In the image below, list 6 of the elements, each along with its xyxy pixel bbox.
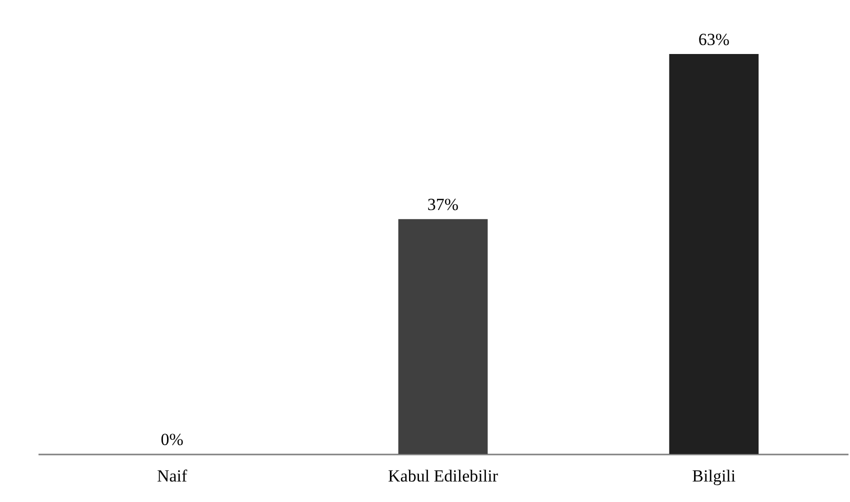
data-label: 0% <box>160 430 184 449</box>
x-tick-label: Naif <box>156 466 188 486</box>
data-label: 63% <box>698 30 730 49</box>
x-tick-label: Kabul Edilebilir <box>388 466 498 486</box>
x-tick-label: Bilgili <box>692 466 736 486</box>
data-label: 37% <box>427 195 459 214</box>
